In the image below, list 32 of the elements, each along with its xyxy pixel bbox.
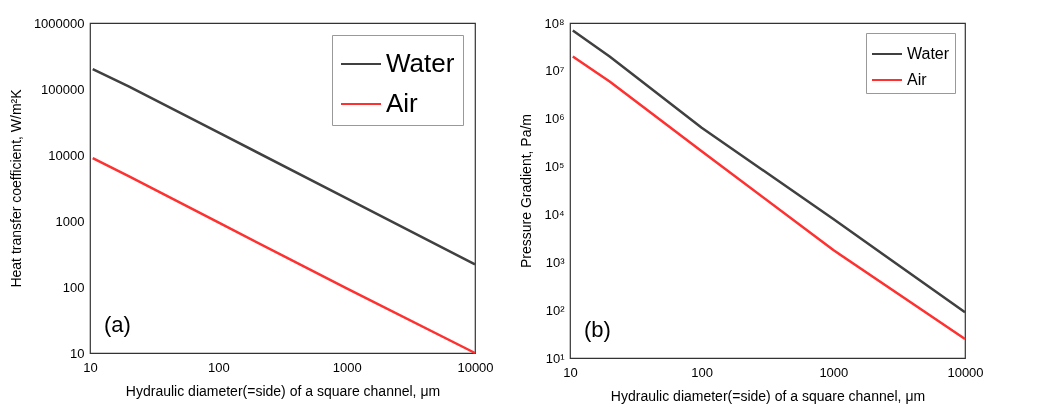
y-tick-label: 1000 <box>55 213 85 229</box>
y-tick-label: 10 <box>70 345 85 361</box>
annotation: (a) <box>104 312 131 337</box>
y-tick-label: 10⁷ <box>545 63 565 79</box>
legend-label: Air <box>907 71 928 88</box>
x-tick-label: 1000 <box>332 359 362 375</box>
y-tick-label: 100 <box>62 279 85 295</box>
legend-label: Water <box>907 45 950 62</box>
y-tick-label: 10¹ <box>545 350 566 366</box>
y-tick-label: 10³ <box>545 254 566 270</box>
x-tick-label: 10 <box>563 364 578 380</box>
y-tick-label: 10² <box>545 302 566 318</box>
annotation: (b) <box>584 317 611 342</box>
x-tick-label: 10 <box>83 359 98 375</box>
y-tick-label: 10⁴ <box>544 206 565 222</box>
y-tick-label: 10⁸ <box>544 15 565 31</box>
y-axis-title: Heat transfer coefficient, W/m²K <box>7 88 24 288</box>
y-axis-title: Pressure Gradient, Pa/m <box>518 113 535 269</box>
x-tick-label: 1000 <box>819 364 849 380</box>
x-tick-label: 100 <box>691 364 714 380</box>
legend-label: Air <box>386 88 419 118</box>
y-tick-label: 100000 <box>41 81 85 97</box>
legend-label: Water <box>386 48 455 78</box>
x-tick-label: 10000 <box>947 364 984 380</box>
y-tick-label: 10⁶ <box>544 111 565 127</box>
x-axis-title: Hydraulic diameter(=side) of a square channel, μm <box>125 382 441 399</box>
x-tick-label: 10000 <box>457 359 494 375</box>
y-tick-label: 10000 <box>48 147 85 163</box>
x-axis-title: Hydraulic diameter(=side) of a square channel, μm <box>610 387 926 404</box>
x-tick-label: 100 <box>207 359 230 375</box>
y-tick-label: 1000000 <box>33 15 85 31</box>
y-tick-label: 10⁵ <box>544 159 565 175</box>
